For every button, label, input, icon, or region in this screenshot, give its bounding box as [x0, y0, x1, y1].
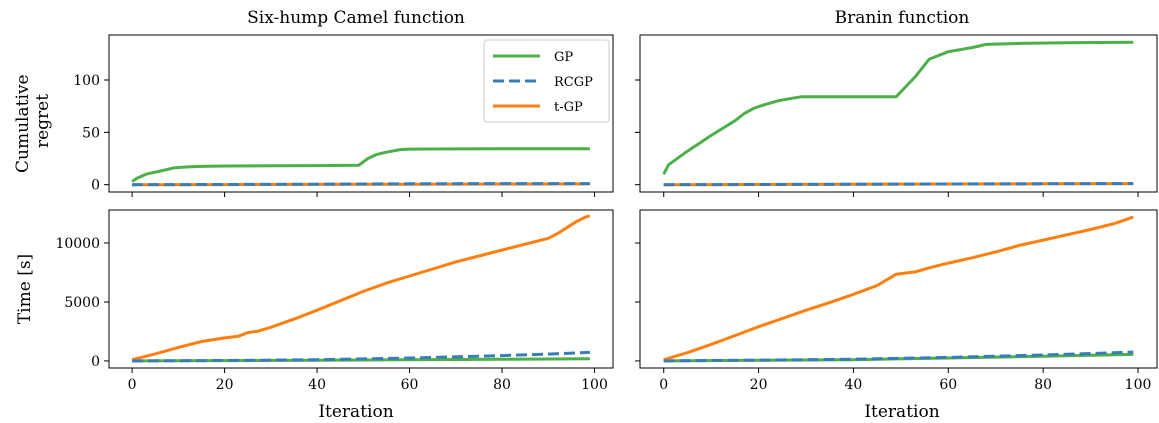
- series-line-gp: [131, 147, 590, 183]
- column-title-six-hump-camel: Six-hump Camel function: [247, 8, 465, 28]
- series-line-t-gp: [131, 214, 591, 362]
- panel-1: [635, 34, 1158, 197]
- x-tick-label: 40: [845, 377, 863, 393]
- ylabel-time: Time [s]: [15, 254, 35, 324]
- x-tick-label: 20: [216, 377, 234, 393]
- y-tick-label: 50: [82, 125, 100, 141]
- axes-frame: [108, 34, 614, 193]
- x-tick-label: 60: [401, 377, 419, 393]
- series-line-rcgp: [132, 182, 590, 187]
- x-tick-label: 60: [939, 377, 957, 393]
- y-tick-label: 10000: [55, 236, 100, 252]
- x-tick-label: 20: [750, 377, 768, 393]
- xlabel-right: Iteration: [864, 402, 939, 422]
- series-line-rcgp: [663, 350, 1134, 363]
- y-tick-label: 0: [91, 178, 100, 194]
- series-line-rcgp: [663, 182, 1134, 187]
- x-tick-label: 0: [659, 377, 668, 393]
- ylabel-cumulative-regret-line1: Cumulative: [13, 74, 33, 173]
- legend: GP RCGP t-GP: [483, 39, 610, 123]
- axes-frame: [108, 209, 614, 369]
- legend-box: [483, 39, 610, 123]
- panel-2: 0 20 40 60 80 100 0 5000 10000: [55, 209, 614, 393]
- x-tick-label: 80: [1034, 377, 1052, 393]
- x-tick-label: 100: [1125, 377, 1152, 393]
- x-tick-label: 0: [128, 377, 137, 393]
- series-line-gp: [662, 40, 1134, 175]
- series-line-t-gp: [663, 215, 1134, 362]
- x-tick-label: 100: [581, 377, 608, 393]
- column-title-branin: Branin function: [835, 8, 970, 28]
- y-tick-label: 100: [73, 73, 100, 89]
- x-tick-label: 40: [308, 377, 326, 393]
- axes-frame: [639, 34, 1158, 193]
- legend-label-gp: GP: [554, 50, 573, 65]
- axes-frame: [639, 209, 1158, 369]
- legend-label-rcgp: RCGP: [554, 75, 593, 90]
- y-tick-label: 5000: [64, 295, 100, 311]
- ylabel-cumulative-regret-line2: regret: [33, 94, 53, 148]
- panels: 0 50 100 GP RCGP t-GP 0 20 40 60 80 100 0 5000 10000 0 2…: [55, 34, 1158, 393]
- panel-0: 0 50 100 GP RCGP t-GP: [73, 34, 614, 197]
- y-tick-label: 0: [91, 354, 100, 370]
- x-tick-label: 80: [493, 377, 511, 393]
- series-line-rcgp: [132, 350, 590, 363]
- legend-label-t-gp: t-GP: [554, 100, 583, 115]
- panel-3: 0 20 40 60 80 100: [635, 209, 1158, 393]
- ylabel-cumulative-regret: Cumulative regret: [13, 69, 53, 173]
- xlabel-left: Iteration: [318, 402, 393, 422]
